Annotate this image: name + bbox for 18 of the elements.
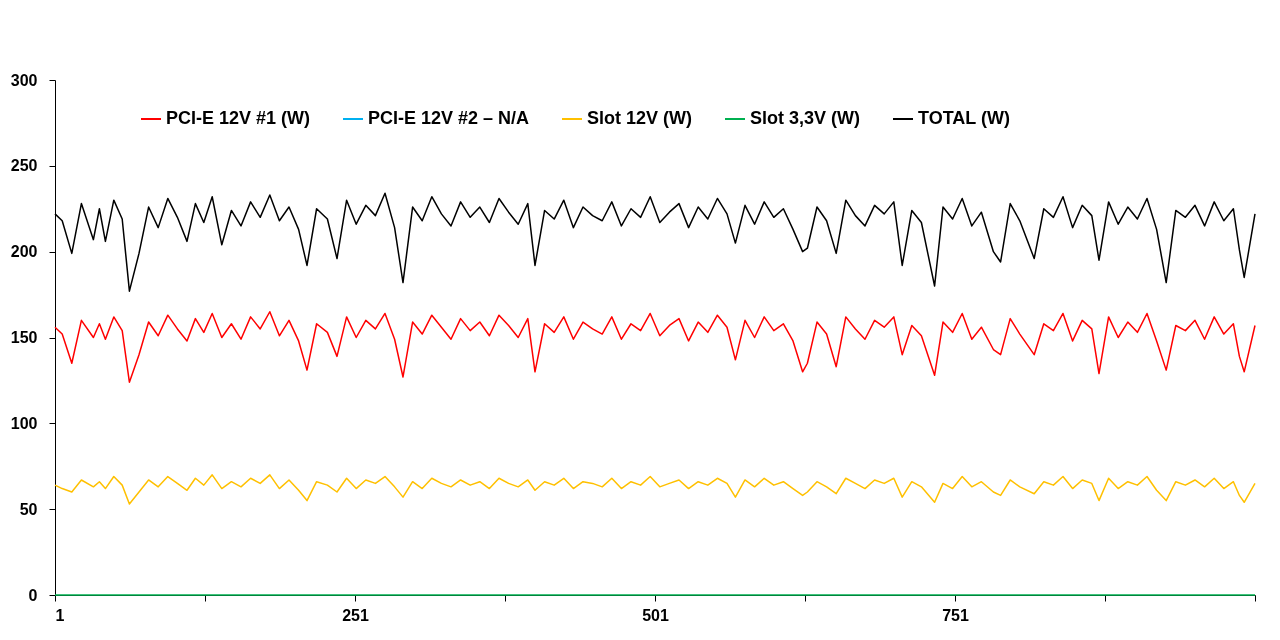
x-tick-label: 751 <box>942 606 969 624</box>
legend-label: Slot 3,3V (W) <box>750 108 861 128</box>
y-tick-label: 100 <box>10 414 38 432</box>
y-tick-label: 300 <box>10 71 38 89</box>
line-series <box>54 311 1256 383</box>
legend-label: TOTAL (W) <box>918 108 1010 128</box>
legend-label: PCI-E 12V #2 – N/A <box>368 108 530 128</box>
x-tick-label: 251 <box>342 606 369 624</box>
y-tick-label: 250 <box>10 157 38 175</box>
y-tick-label: 50 <box>19 500 38 518</box>
legend-label: PCI-E 12V #1 (W) <box>166 108 311 128</box>
x-tick-label: 501 <box>642 606 669 624</box>
y-tick-label: 150 <box>10 329 38 346</box>
legend-label: Slot 12V (W) <box>587 108 693 128</box>
y-tick-label: 0 <box>28 586 38 604</box>
line-series <box>54 474 1256 505</box>
y-tick-label: 200 <box>10 243 38 261</box>
x-tick-label: 1 <box>55 606 65 624</box>
